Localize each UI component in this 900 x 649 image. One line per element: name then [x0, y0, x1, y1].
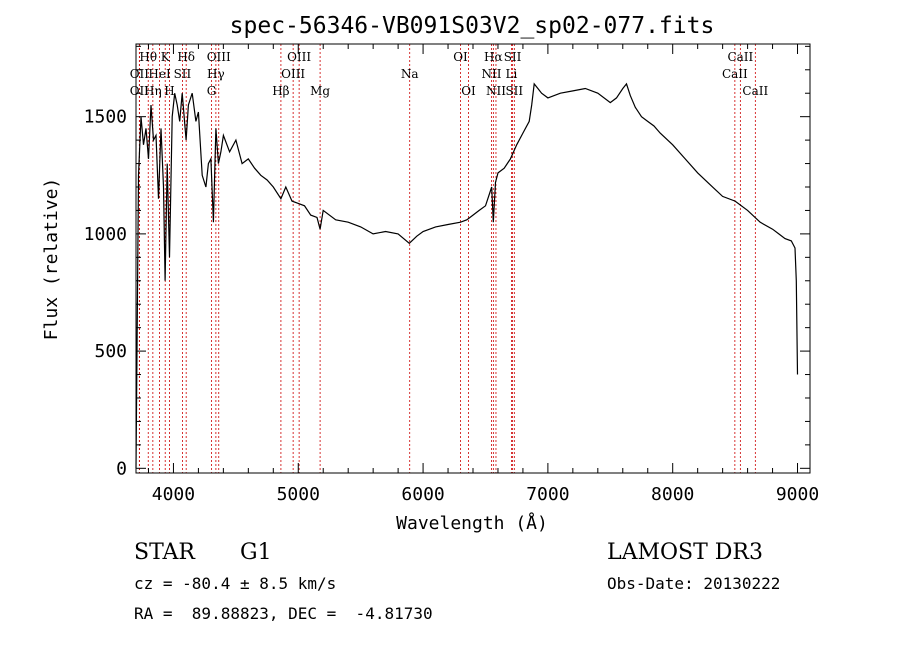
emission-line-label: SII — [504, 50, 522, 64]
emission-line-markers — [138, 44, 756, 473]
object-subclass: G1 — [240, 540, 272, 565]
emission-line-label: OI — [461, 84, 476, 98]
emission-line-label: Hδ — [177, 50, 195, 64]
emission-line-label: Mg — [310, 84, 330, 98]
survey-name: LAMOST DR3 — [607, 540, 763, 565]
emission-line-label: G — [207, 84, 217, 98]
emission-line-label: OIII — [207, 50, 231, 64]
emission-line-label: Hα — [484, 50, 503, 64]
emission-line-label: OI — [453, 50, 468, 64]
x-tick-label: 4000 — [152, 484, 195, 505]
emission-line-label: OIII — [281, 67, 305, 81]
observation-date: Obs-Date: 20130222 — [607, 574, 781, 593]
emission-line-label: OIII — [287, 50, 311, 64]
emission-line-label: Hη — [144, 84, 162, 98]
redshift-velocity: cz = -80.4 ± 8.5 km/s — [134, 574, 337, 593]
spectrum-line — [135, 82, 799, 469]
emission-line-label: OII — [130, 67, 150, 81]
chart-title: spec-56346-VB091S03V2_sp02-077.fits — [230, 13, 715, 39]
object-class: STAR — [134, 540, 195, 565]
emission-line-label: CaII — [742, 84, 768, 98]
emission-line-label: SII — [505, 84, 523, 98]
emission-line-label: H — [164, 84, 174, 98]
x-tick-label: 9000 — [776, 484, 819, 505]
y-tick-label: 0 — [116, 458, 127, 479]
x-axis-label: Wavelength (Å) — [396, 512, 548, 534]
y-tick-label: 1500 — [84, 107, 127, 128]
emission-line-label: SII — [174, 67, 192, 81]
emission-line-label: CaII — [727, 50, 753, 64]
y-axis-label: Flux (relative) — [41, 178, 62, 341]
emission-line-label: Hβ — [272, 84, 289, 98]
spectrum-chart: spec-56346-VB091S03V2_sp02-077.fits OIIH… — [41, 13, 819, 534]
emission-line-label: Hγ — [207, 67, 225, 81]
emission-line-label: NII — [486, 84, 506, 98]
y-tick-label: 1000 — [84, 224, 127, 245]
emission-line-label: K — [161, 50, 171, 64]
x-tick-label: 6000 — [401, 484, 444, 505]
y-tick-label: 500 — [94, 341, 127, 362]
emission-line-label: NII — [481, 67, 501, 81]
emission-line-label: OII — [130, 84, 150, 98]
plot-frame — [135, 43, 811, 474]
emission-line-label: Li — [506, 67, 518, 81]
x-tick-label: 7000 — [526, 484, 569, 505]
x-tick-label: 5000 — [277, 484, 320, 505]
sky-coordinates: RA = 89.88823, DEC = -4.81730 — [134, 604, 433, 623]
emission-line-label: CaII — [722, 67, 748, 81]
x-tick-label: 8000 — [651, 484, 694, 505]
emission-line-label: Na — [401, 67, 419, 81]
emission-line-label: HeI — [148, 67, 171, 81]
x-axis-ticks: 4000 5000 6000 7000 8000 9000 — [147, 44, 819, 505]
emission-line-label: Hθ — [139, 50, 157, 64]
y-axis-ticks: 0 500 1000 1500 — [84, 45, 810, 479]
